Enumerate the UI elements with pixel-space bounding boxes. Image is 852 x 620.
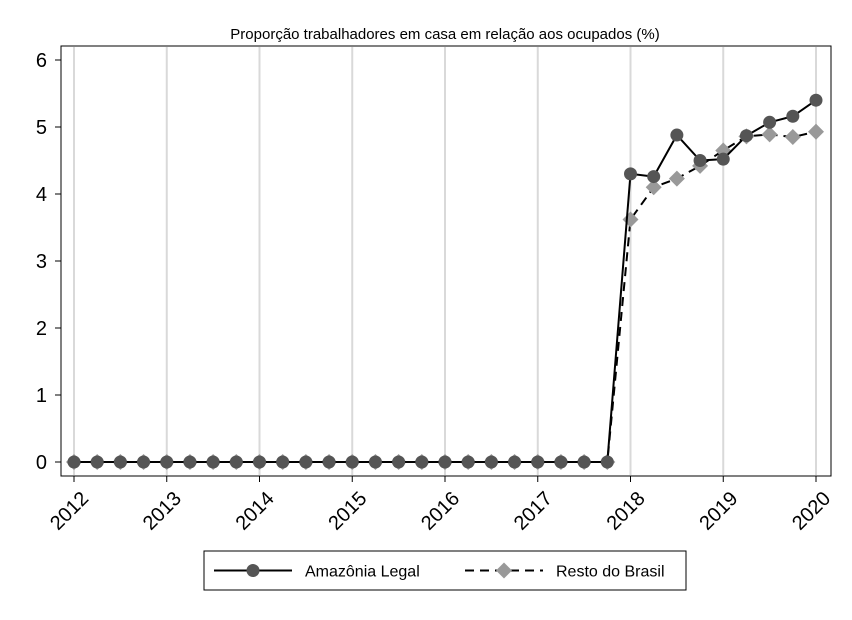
data-point-circle [276,455,290,469]
y-tick-label: 5 [36,117,47,139]
legend: Amazônia Legal Resto do Brasil [203,550,687,591]
x-tick-label: 2017 [510,488,557,535]
data-point-circle [438,455,452,469]
x-tick-label: 2015 [324,488,371,535]
data-point-circle [670,128,684,142]
data-point-circle [484,455,498,469]
data-point-circle [809,93,823,107]
data-point-circle [90,455,104,469]
data-point-circle [577,455,591,469]
series-amazonia-legal [67,93,823,469]
data-point-circle [716,152,730,166]
data-point-circle [67,455,81,469]
data-point-diamond [808,123,824,140]
legend-marker-diamond [496,562,512,579]
data-point-circle [461,455,475,469]
legend-label-resto-do-brasil: Resto do Brasil [556,564,665,581]
chart-title: Proporção trabalhadores em casa em relaç… [230,26,659,43]
x-tick-label: 2012 [46,488,93,535]
data-point-circle [693,154,707,167]
data-point-circle [183,455,197,469]
y-tick-label: 3 [36,251,47,273]
data-point-circle [531,455,545,469]
data-point-circle [137,455,151,469]
y-tick-label: 6 [36,50,47,72]
data-point-circle [739,129,753,143]
data-point-diamond [761,126,778,143]
data-point-circle [600,455,614,469]
data-point-circle [345,455,359,469]
data-point-circle [299,455,313,469]
series-layer [66,93,824,470]
data-point-circle [415,455,429,469]
data-point-circle [786,109,800,123]
x-tick-label: 2016 [417,488,464,535]
data-point-circle [647,170,661,184]
x-tick-label: 2014 [232,488,279,535]
x-tick-label: 2019 [695,488,742,535]
x-tick-label: 2018 [603,488,650,535]
legend-marker-circle [246,564,260,577]
grid-lines [73,47,817,475]
data-point-diamond [645,179,662,196]
y-tick-label: 2 [36,318,47,340]
data-point-circle [368,455,382,469]
y-tick-label: 0 [36,452,47,474]
x-tick-label: 2020 [788,488,835,535]
data-point-circle [253,455,266,469]
data-point-circle [206,455,220,469]
legend-label-amazonia-legal: Amazônia Legal [305,564,420,581]
data-point-diamond [622,211,639,228]
y-tick-label: 4 [36,184,47,206]
data-point-circle [229,455,243,469]
data-point-diamond [784,129,801,146]
data-point-diamond [668,170,685,187]
data-point-circle [322,455,336,469]
data-point-circle [508,455,522,469]
data-point-circle [554,455,568,469]
data-point-circle [624,167,637,181]
data-point-circle [763,115,777,129]
data-point-circle [160,455,174,469]
y-tick-label: 1 [36,385,47,407]
data-point-circle [113,455,127,469]
x-tick-label: 2013 [139,488,186,535]
data-point-circle [392,455,406,469]
